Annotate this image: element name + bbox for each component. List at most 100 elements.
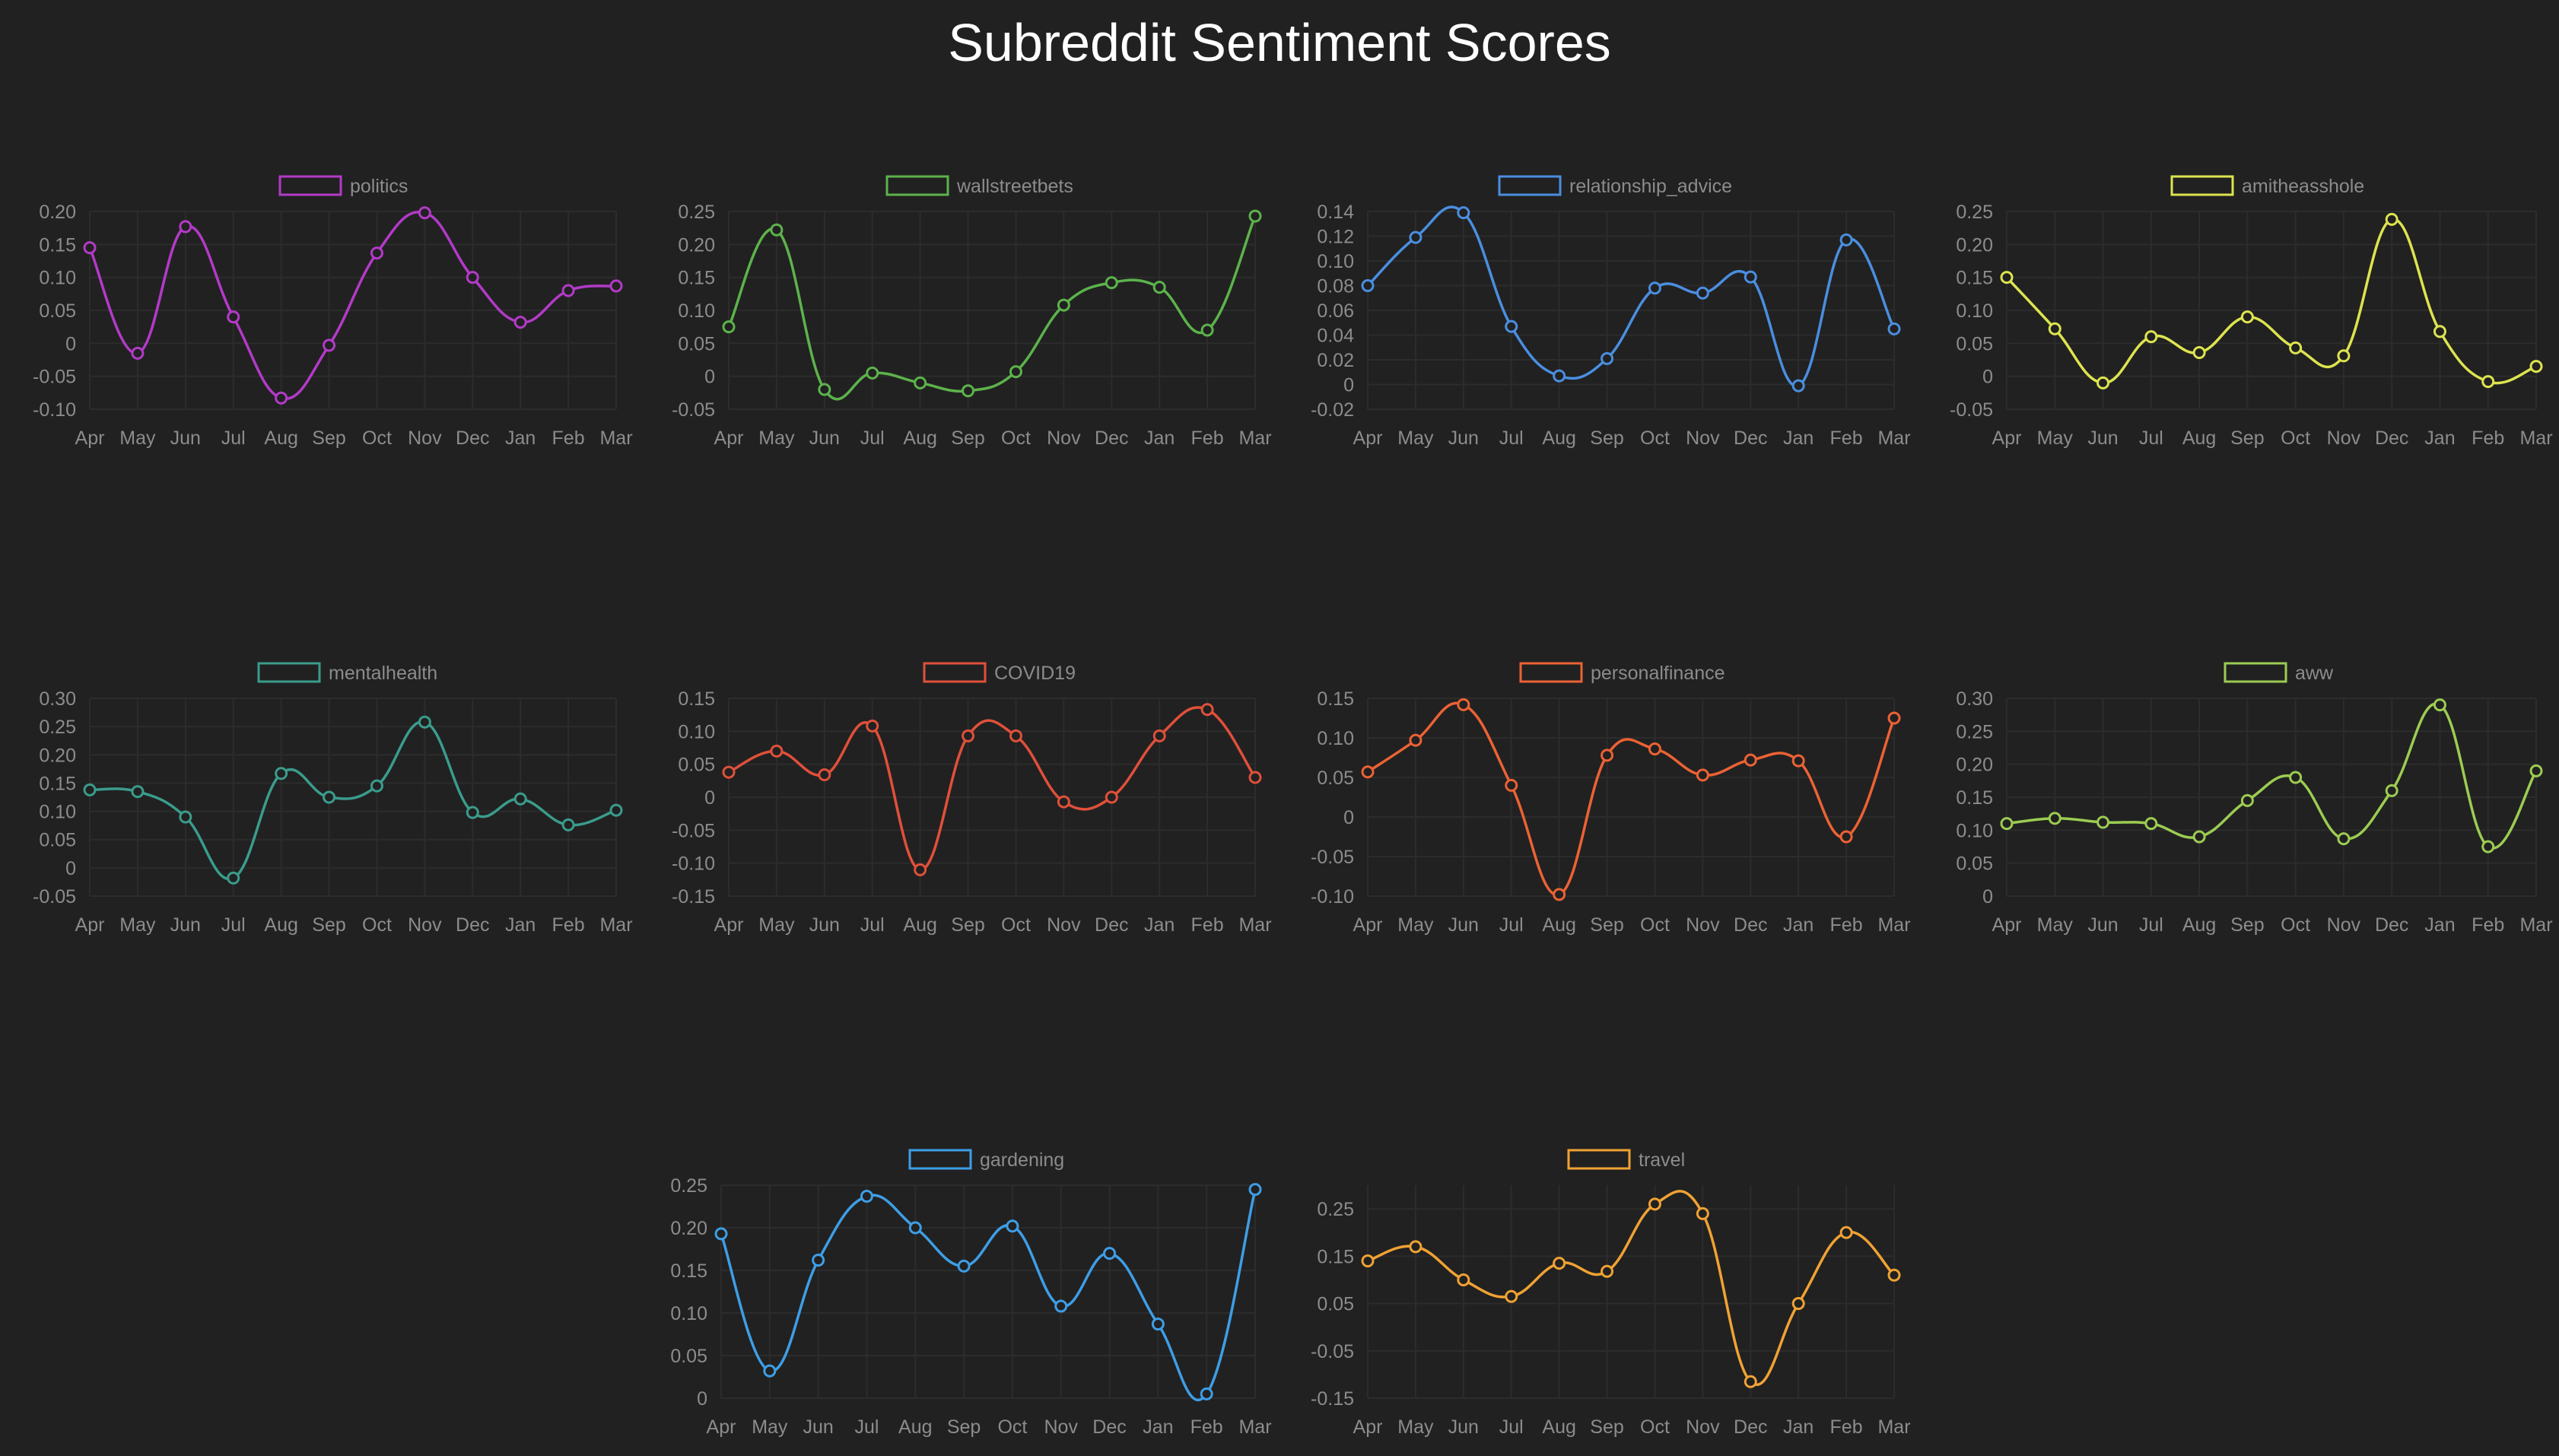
data-point[interactable]	[1839, 233, 1853, 246]
data-point[interactable]	[1696, 768, 1709, 782]
data-point[interactable]	[1200, 703, 1214, 717]
data-point[interactable]	[1648, 742, 1661, 756]
data-point[interactable]	[1457, 206, 1470, 220]
data-point[interactable]	[1505, 319, 1518, 333]
data-point[interactable]	[1744, 753, 1757, 767]
data-point[interactable]	[609, 279, 623, 293]
data-point[interactable]	[2289, 341, 2303, 354]
data-point[interactable]	[1009, 729, 1022, 742]
data-point[interactable]	[1103, 1247, 1117, 1260]
data-point[interactable]	[2096, 376, 2110, 389]
data-point[interactable]	[1791, 1297, 1805, 1311]
data-point[interactable]	[914, 863, 927, 876]
data-point[interactable]	[1696, 286, 1709, 300]
data-point[interactable]	[1457, 698, 1470, 711]
data-point[interactable]	[370, 779, 383, 793]
data-point[interactable]	[1200, 1387, 1213, 1400]
data-point[interactable]	[370, 246, 383, 260]
data-point[interactable]	[914, 376, 927, 389]
data-point[interactable]	[227, 310, 240, 324]
data-point[interactable]	[561, 284, 575, 297]
data-point[interactable]	[1248, 771, 1262, 784]
data-point[interactable]	[722, 320, 736, 334]
data-point[interactable]	[466, 271, 479, 285]
data-point[interactable]	[1791, 379, 1805, 393]
data-point[interactable]	[2240, 793, 2254, 807]
data-point[interactable]	[2192, 830, 2206, 844]
data-point[interactable]	[722, 765, 736, 779]
data-point[interactable]	[1791, 754, 1805, 768]
data-point[interactable]	[1601, 1264, 1614, 1278]
data-point[interactable]	[1887, 322, 1901, 335]
data-point[interactable]	[962, 384, 975, 398]
data-point[interactable]	[131, 785, 145, 799]
data-point[interactable]	[2385, 212, 2398, 226]
data-point[interactable]	[179, 810, 192, 824]
data-point[interactable]	[1361, 1254, 1375, 1268]
data-point[interactable]	[1057, 298, 1070, 312]
data-point[interactable]	[812, 1254, 825, 1267]
data-point[interactable]	[2337, 832, 2351, 846]
data-point[interactable]	[770, 744, 784, 758]
data-point[interactable]	[818, 383, 831, 396]
data-point[interactable]	[1151, 1318, 1165, 1331]
data-point[interactable]	[1409, 733, 1423, 747]
data-point[interactable]	[1601, 749, 1614, 762]
data-point[interactable]	[2289, 771, 2303, 784]
data-point[interactable]	[1648, 1197, 1661, 1211]
data-point[interactable]	[2048, 322, 2062, 335]
data-point[interactable]	[1409, 1240, 1423, 1254]
data-point[interactable]	[1248, 1183, 1262, 1197]
data-point[interactable]	[1887, 711, 1901, 725]
data-point[interactable]	[1839, 1226, 1853, 1239]
data-point[interactable]	[1887, 1268, 1901, 1282]
data-point[interactable]	[1057, 795, 1070, 809]
data-point[interactable]	[466, 806, 479, 819]
data-point[interactable]	[323, 790, 336, 804]
data-point[interactable]	[1553, 888, 1566, 901]
data-point[interactable]	[2192, 345, 2206, 359]
data-point[interactable]	[1105, 790, 1118, 804]
data-point[interactable]	[2096, 815, 2110, 829]
data-point[interactable]	[1152, 281, 1166, 294]
data-point[interactable]	[1409, 230, 1423, 244]
data-point[interactable]	[227, 871, 240, 885]
data-point[interactable]	[818, 768, 831, 782]
data-point[interactable]	[770, 223, 784, 237]
data-point[interactable]	[1744, 270, 1757, 284]
data-point[interactable]	[1361, 279, 1375, 292]
data-point[interactable]	[2337, 349, 2351, 363]
data-point[interactable]	[2000, 271, 2014, 285]
data-point[interactable]	[513, 792, 527, 806]
data-point[interactable]	[418, 715, 431, 729]
data-point[interactable]	[2529, 360, 2543, 374]
data-point[interactable]	[1054, 1299, 1068, 1313]
data-point[interactable]	[275, 391, 288, 405]
data-point[interactable]	[1553, 1257, 1566, 1270]
data-point[interactable]	[275, 767, 288, 780]
data-point[interactable]	[1648, 281, 1661, 295]
data-point[interactable]	[1361, 765, 1375, 779]
data-point[interactable]	[2481, 840, 2495, 854]
data-point[interactable]	[962, 729, 975, 742]
data-point[interactable]	[714, 1227, 728, 1241]
data-point[interactable]	[1006, 1219, 1019, 1233]
data-point[interactable]	[609, 803, 623, 817]
data-point[interactable]	[418, 206, 431, 220]
data-point[interactable]	[1009, 365, 1022, 379]
data-point[interactable]	[1601, 351, 1614, 365]
data-point[interactable]	[1839, 830, 1853, 844]
data-point[interactable]	[908, 1221, 922, 1235]
data-point[interactable]	[2433, 325, 2446, 339]
data-point[interactable]	[1696, 1206, 1709, 1220]
data-point[interactable]	[83, 241, 97, 255]
data-point[interactable]	[1105, 276, 1118, 290]
data-point[interactable]	[2144, 817, 2158, 831]
data-point[interactable]	[1505, 1289, 1518, 1303]
data-point[interactable]	[2144, 330, 2158, 344]
data-point[interactable]	[763, 1364, 777, 1378]
data-point[interactable]	[1152, 729, 1166, 742]
data-point[interactable]	[2529, 764, 2543, 777]
data-point[interactable]	[2481, 375, 2495, 389]
data-point[interactable]	[1744, 1375, 1757, 1388]
